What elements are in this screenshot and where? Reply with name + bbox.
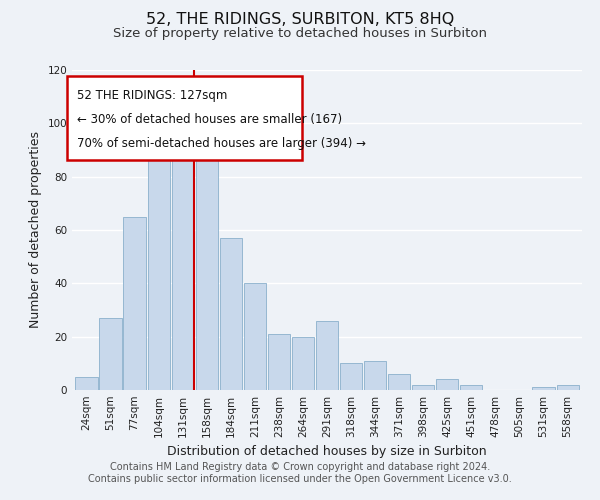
- Text: Contains public sector information licensed under the Open Government Licence v3: Contains public sector information licen…: [88, 474, 512, 484]
- Bar: [460, 384, 482, 390]
- Bar: [340, 364, 362, 390]
- Bar: [220, 238, 242, 390]
- Bar: [124, 216, 146, 390]
- Bar: [196, 150, 218, 390]
- Bar: [100, 318, 122, 390]
- Bar: [172, 134, 194, 390]
- Bar: [388, 374, 410, 390]
- Text: Size of property relative to detached houses in Surbiton: Size of property relative to detached ho…: [113, 28, 487, 40]
- X-axis label: Distribution of detached houses by size in Surbiton: Distribution of detached houses by size …: [167, 446, 487, 458]
- Text: 52, THE RIDINGS, SURBITON, KT5 8HQ: 52, THE RIDINGS, SURBITON, KT5 8HQ: [146, 12, 454, 28]
- FancyBboxPatch shape: [67, 76, 302, 160]
- Bar: [244, 284, 266, 390]
- Bar: [557, 384, 578, 390]
- Y-axis label: Number of detached properties: Number of detached properties: [29, 132, 42, 328]
- Bar: [532, 388, 554, 390]
- Bar: [148, 148, 170, 390]
- Bar: [292, 336, 314, 390]
- Bar: [316, 320, 338, 390]
- Text: ← 30% of detached houses are smaller (167): ← 30% of detached houses are smaller (16…: [77, 113, 342, 126]
- Bar: [268, 334, 290, 390]
- Bar: [436, 380, 458, 390]
- Bar: [364, 360, 386, 390]
- Text: 70% of semi-detached houses are larger (394) →: 70% of semi-detached houses are larger (…: [77, 136, 366, 149]
- Text: Contains HM Land Registry data © Crown copyright and database right 2024.: Contains HM Land Registry data © Crown c…: [110, 462, 490, 472]
- Text: 52 THE RIDINGS: 127sqm: 52 THE RIDINGS: 127sqm: [77, 89, 227, 102]
- Bar: [76, 376, 98, 390]
- Bar: [412, 384, 434, 390]
